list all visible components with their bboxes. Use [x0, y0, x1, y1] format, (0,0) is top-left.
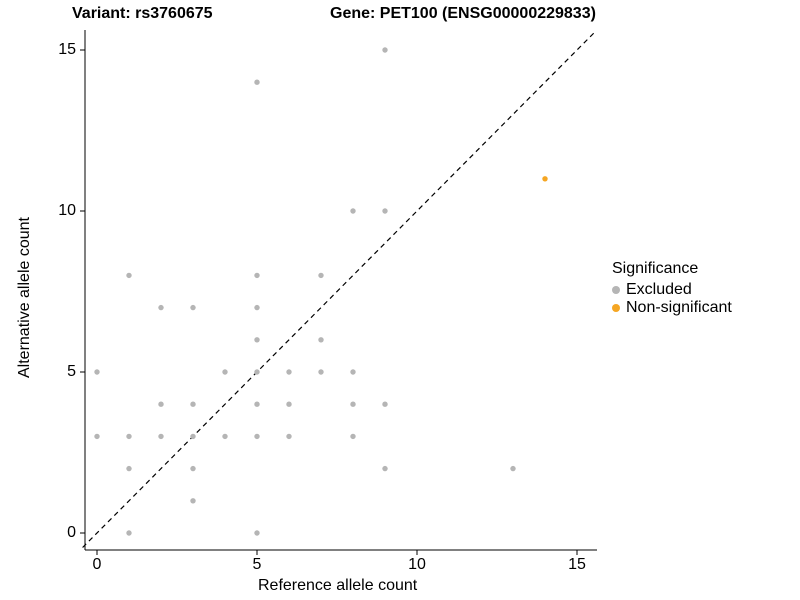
x-tick-label-5: 5	[252, 556, 262, 573]
x-tick-label-10: 10	[408, 556, 426, 573]
x-tick-label-0: 0	[92, 556, 102, 573]
non-significant-dot-icon	[612, 304, 620, 312]
y-axis-title: Alternative allele count	[16, 217, 33, 378]
plot-title-gene: Gene: PET100 (ENSG00000229833)	[330, 5, 596, 22]
y-tick-label-0: 0	[67, 524, 76, 541]
legend-label-non-significant: Non-significant	[626, 299, 732, 316]
y-tick-label-5: 5	[67, 363, 76, 380]
y-tick-label-15: 15	[58, 41, 76, 58]
y-tick-label-10: 10	[58, 202, 76, 219]
legend-title: Significance	[612, 260, 699, 277]
excluded-dot-icon	[612, 286, 620, 294]
legend: Significance Excluded Non-significant	[612, 260, 732, 317]
legend-label-excluded: Excluded	[626, 281, 692, 298]
legend-item-non-significant: Non-significant	[612, 299, 732, 317]
plot-title-variant: Variant: rs3760675	[72, 5, 213, 22]
legend-item-excluded: Excluded	[612, 281, 732, 299]
x-axis-title: Reference allele count	[258, 577, 418, 594]
x-tick-label-15: 15	[568, 556, 586, 573]
